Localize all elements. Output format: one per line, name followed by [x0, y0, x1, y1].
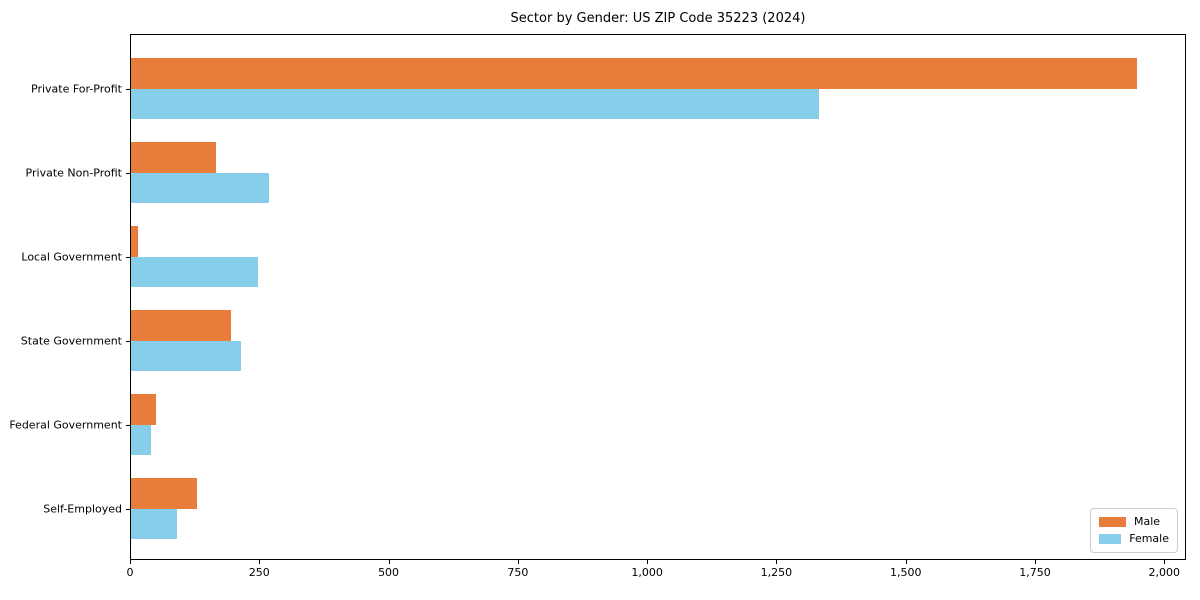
x-tick-label: 250 [248, 566, 270, 579]
bar-male-private-for-profit [131, 58, 1137, 89]
x-tick-mark [388, 560, 390, 564]
x-tick-label: 2,000 [1148, 566, 1181, 579]
x-tick-mark [647, 560, 649, 564]
x-tick-label: 500 [378, 566, 400, 579]
y-tick-mark [126, 424, 130, 426]
x-tick-mark [1164, 560, 1166, 564]
legend-label-male: Male [1134, 515, 1161, 528]
legend-entry-female: Female [1099, 532, 1169, 546]
x-tick-label: 1,500 [889, 566, 922, 579]
x-tick-mark [517, 560, 519, 564]
x-tick-label: 1,000 [631, 566, 663, 579]
bar-male-state-government [131, 310, 231, 341]
y-tick-label-self-employed: Self-Employed [43, 502, 122, 515]
bar-female-self-employed [131, 508, 177, 539]
y-tick-mark [126, 88, 130, 90]
x-tick-label: 750 [507, 566, 529, 579]
x-tick-label: 1,750 [1019, 566, 1051, 579]
y-tick-mark [126, 508, 130, 510]
legend-swatch-male [1099, 517, 1126, 527]
plot-area [130, 34, 1186, 560]
y-tick-label-private-non-profit: Private Non-Profit [25, 166, 122, 179]
legend-entry-male: Male [1099, 515, 1169, 529]
x-tick-mark [905, 560, 907, 564]
bar-male-local-government [131, 226, 139, 257]
bar-male-private-non-profit [131, 142, 217, 173]
legend-label-female: Female [1129, 532, 1169, 545]
bar-female-local-government [131, 256, 258, 287]
x-tick-mark [776, 560, 778, 564]
bar-female-state-government [131, 340, 242, 371]
bar-male-federal-government [131, 394, 156, 425]
legend: Male Female [1090, 508, 1178, 553]
x-tick-mark [130, 560, 131, 564]
y-tick-mark [126, 172, 130, 174]
bar-male-self-employed [131, 478, 198, 509]
chart-title: Sector by Gender: US ZIP Code 35223 (202… [510, 11, 806, 26]
x-tick-mark [1034, 560, 1036, 564]
bar-female-federal-government [131, 424, 151, 455]
x-tick-label: 1,250 [760, 566, 793, 579]
legend-swatch-female [1099, 534, 1122, 544]
bar-female-private-for-profit [131, 88, 819, 119]
y-tick-label-local-government: Local Government [21, 250, 122, 263]
y-tick-label-state-government: State Government [20, 334, 122, 347]
y-tick-mark [126, 256, 130, 258]
y-tick-mark [126, 340, 130, 342]
x-tick-mark [259, 560, 261, 564]
y-tick-label-federal-government: Federal Government [9, 418, 122, 431]
y-tick-label-private-for-profit: Private For-Profit [31, 82, 122, 95]
x-tick-label: 0 [126, 566, 134, 579]
bar-female-private-non-profit [131, 172, 269, 203]
